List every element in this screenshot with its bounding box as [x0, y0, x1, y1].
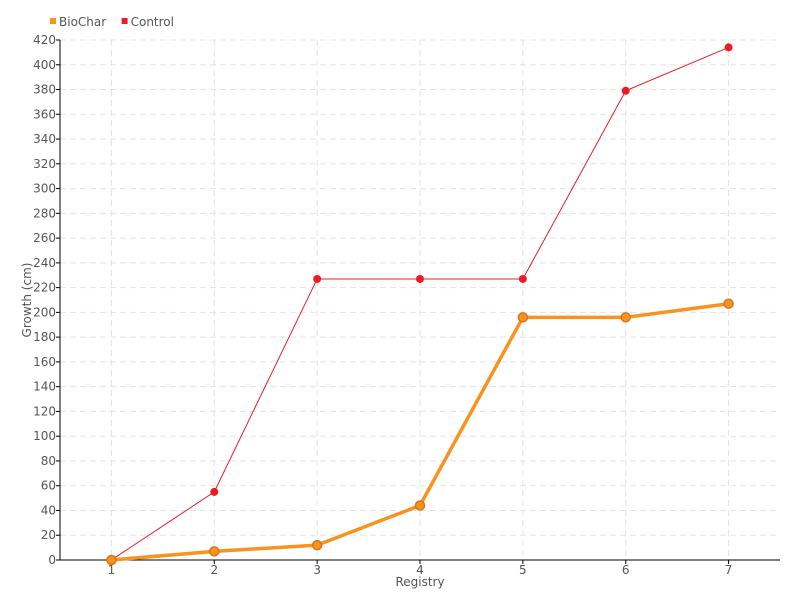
y-tick-label: 240 — [33, 256, 56, 270]
y-tick-label: 140 — [33, 380, 56, 394]
data-point-control — [518, 274, 527, 283]
y-tick-label: 160 — [33, 355, 56, 369]
y-tick-label: 40 — [41, 503, 56, 517]
x-tick-label: 4 — [416, 563, 424, 577]
legend-label-control: Control — [131, 15, 174, 29]
legend-label-biochar: BioChar — [59, 15, 106, 29]
x-tick-label: 6 — [622, 563, 630, 577]
y-tick-label: 60 — [41, 479, 56, 493]
y-tick-label: 200 — [33, 305, 56, 319]
legend: BioChar Control — [50, 15, 174, 29]
data-point-control — [210, 487, 219, 496]
legend-swatch-biochar — [50, 18, 56, 24]
y-tick-label: 180 — [33, 330, 56, 344]
data-point-biochar — [209, 546, 220, 557]
x-tick-label: 7 — [725, 563, 733, 577]
y-tick-label: 340 — [33, 132, 56, 146]
data-point-biochar — [106, 554, 117, 566]
data-point-control — [313, 274, 322, 283]
y-tick-label: 420 — [33, 33, 56, 47]
y-tick-label: 360 — [33, 107, 56, 121]
data-point-biochar — [517, 312, 529, 323]
x-tick-label: 5 — [519, 563, 527, 577]
data-point-biochar — [723, 298, 734, 309]
data-point-biochar — [311, 539, 323, 551]
x-axis-label: Registry — [395, 575, 444, 589]
grid — [60, 39, 780, 560]
y-tick-label: 380 — [33, 83, 56, 97]
y-tick-label: 280 — [33, 206, 56, 220]
y-axis-label: Growth (cm) — [20, 263, 34, 338]
x-tick-label: 3 — [313, 563, 321, 577]
data-point-control — [621, 86, 630, 95]
y-tick-label: 80 — [41, 454, 56, 468]
y-tick-label: 220 — [33, 281, 56, 295]
x-tick-label: 1 — [108, 563, 116, 577]
y-tick-label: 0 — [48, 553, 56, 567]
y-tick-label: 320 — [33, 157, 56, 171]
y-tick-label: 100 — [33, 429, 56, 443]
legend-swatch-control — [121, 18, 128, 24]
x-tick-label: 2 — [210, 563, 218, 577]
y-tick-label: 20 — [41, 528, 56, 542]
data-point-control — [416, 274, 424, 283]
y-tick-label: 120 — [33, 404, 56, 418]
data-point-biochar — [414, 500, 426, 511]
data-point-control — [724, 43, 733, 52]
y-tick-label: 260 — [33, 231, 56, 245]
y-tick-label: 300 — [33, 182, 56, 196]
axes: 0 20 40 60 80 100 120 140 160 180 200 220 240 260 280 3… — [33, 33, 780, 577]
data-point-biochar — [620, 312, 631, 323]
series-layer — [106, 43, 734, 566]
y-tick-label: 400 — [33, 58, 56, 72]
